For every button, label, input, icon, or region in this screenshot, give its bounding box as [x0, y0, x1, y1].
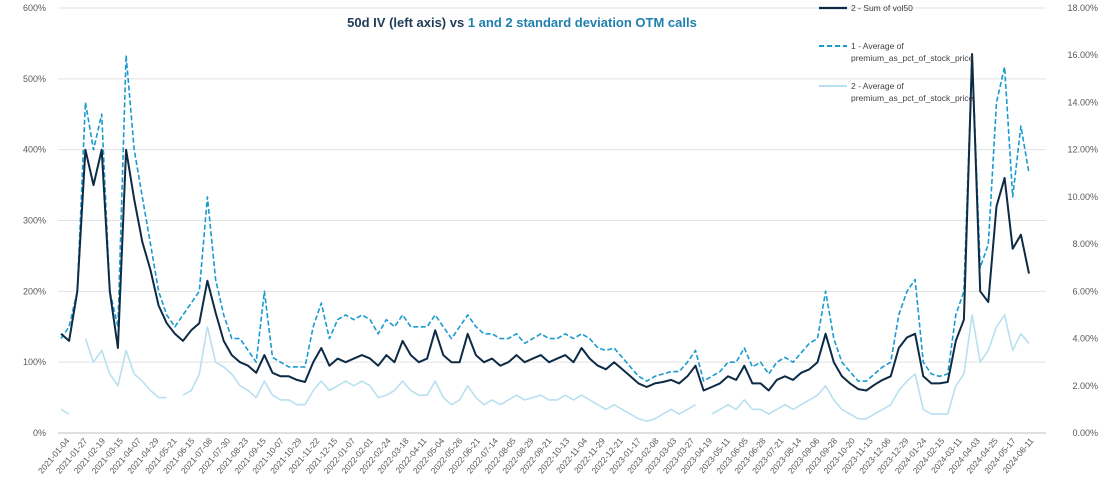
y-right-tick-label: 10.00%: [1067, 192, 1098, 202]
legend: 2 - Sum of vol50 1 - Average of premium_…: [819, 3, 974, 103]
legend-label-otm1: 1 - Average of premium_as_pct_of_stock_p…: [851, 41, 974, 63]
y-left-tick-label: 300%: [23, 216, 46, 226]
y-right-tick-label: 14.00%: [1067, 97, 1098, 107]
series-line-otm2: [60, 314, 1030, 422]
y-right-tick-label: 16.00%: [1067, 50, 1098, 60]
y-left-tick-label: 600%: [23, 3, 46, 13]
y-left-tick-label: 500%: [23, 74, 46, 84]
y-left-tick-label: 200%: [23, 286, 46, 296]
series-line-otm1: [60, 54, 1030, 382]
chart-title-part2: 1 and 2 standard deviation OTM calls: [468, 15, 697, 30]
legend-label-otm1-line1: 1 - Average of: [851, 41, 904, 51]
y-right-tick-label: 12.00%: [1067, 145, 1098, 155]
legend-label-otm2-line1: 2 - Average of: [851, 81, 904, 91]
legend-label-otm2: 2 - Average of premium_as_pct_of_stock_p…: [851, 81, 974, 103]
y-right-tick-label: 6.00%: [1072, 286, 1098, 296]
y-right-tick-label: 0.00%: [1072, 428, 1098, 438]
y-right-tick-label: 4.00%: [1072, 334, 1098, 344]
legend-label-vol50: 2 - Sum of vol50: [851, 3, 913, 13]
legend-label-otm1-line2: premium_as_pct_of_stock_price: [851, 53, 974, 63]
y-right-tick-label: 2.00%: [1072, 381, 1098, 391]
right-axis: 0.00% 2.00% 4.00% 6.00% 8.00% 10.00% 12.00% 14.…: [1067, 3, 1098, 438]
gridlines: [58, 7, 1046, 434]
y-right-tick-label: 8.00%: [1072, 239, 1098, 249]
series-lines: [60, 53, 1030, 422]
chart-title-part1: 50d IV (left axis) vs: [347, 15, 468, 30]
legend-label-otm2-line2: premium_as_pct_of_stock_price: [851, 93, 974, 103]
x-axis: 2021-01-042021-01-272021-02-192021-03-15…: [36, 432, 1046, 476]
y-left-tick-label: 100%: [23, 357, 46, 367]
y-left-tick-label: 400%: [23, 145, 46, 155]
y-right-tick-label: 18.00%: [1067, 3, 1098, 13]
chart-title: 50d IV (left axis) vs 1 and 2 standard d…: [347, 15, 697, 30]
left-axis: 0% 100% 200% 300% 400% 500% 600%: [23, 3, 46, 438]
series-line-vol50: [60, 53, 1030, 392]
y-left-tick-label: 0%: [33, 428, 46, 438]
